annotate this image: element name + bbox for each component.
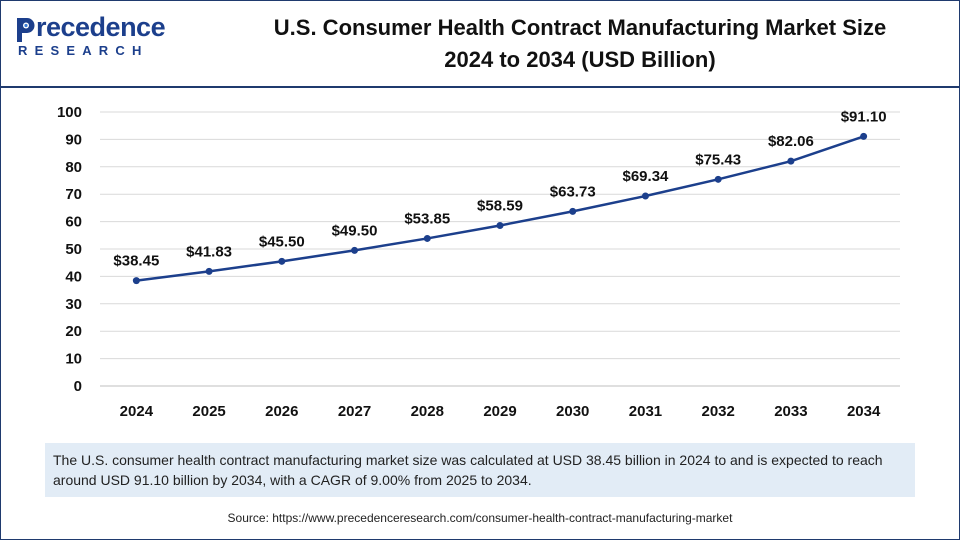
summary-note: The U.S. consumer health contract manufa…	[45, 443, 915, 497]
x-tick-label-2029: 2029	[483, 403, 516, 420]
data-label-2033: $82.06	[768, 133, 814, 150]
data-label-2032: $75.43	[695, 151, 741, 168]
title-line-1: U.S. Consumer Health Contract Manufactur…	[273, 15, 887, 40]
x-tick-label-2032: 2032	[701, 403, 734, 420]
y-tick-label-80: 80	[65, 159, 82, 176]
data-label-2034: $91.10	[841, 108, 887, 125]
data-label-2025: $41.83	[186, 243, 232, 260]
y-tick-label-40: 40	[65, 268, 82, 285]
y-tick-label-90: 90	[65, 131, 82, 148]
y-tick-label-30: 30	[65, 296, 82, 313]
y-tick-label-60: 60	[65, 214, 82, 231]
y-tick-label-100: 100	[57, 104, 82, 121]
data-point-2034	[860, 132, 868, 140]
y-tick-label-50: 50	[65, 241, 82, 258]
y-tick-label-10: 10	[65, 351, 82, 368]
data-label-2024: $38.45	[113, 253, 159, 270]
data-points	[132, 132, 868, 285]
chart-title: U.S. Consumer Health Contract Manufactur…	[200, 12, 960, 76]
x-axis-ticks: 2024 2025 2026 2027 2028 2029 2030 2031 2032 2033…	[120, 403, 881, 420]
x-tick-label-2027: 2027	[338, 403, 371, 420]
data-labels: $38.45 $41.83 $45.50 $49.50 $53.85 $58.59 $63.…	[113, 108, 886, 269]
data-point-2024	[132, 277, 140, 285]
data-point-2031	[641, 192, 649, 200]
data-label-2027: $49.50	[332, 222, 378, 239]
x-tick-label-2024: 2024	[120, 403, 154, 420]
data-label-2029: $58.59	[477, 197, 523, 214]
data-label-2028: $53.85	[404, 210, 450, 227]
header-divider	[0, 86, 960, 88]
title-line-2: 2024 to 2034 (USD Billion)	[444, 47, 716, 72]
data-point-2032	[714, 175, 722, 183]
x-tick-label-2026: 2026	[265, 403, 298, 420]
brand-name: recedence	[36, 12, 166, 42]
data-point-2027	[351, 246, 359, 254]
data-label-2030: $63.73	[550, 183, 596, 200]
brand-logo: recedence RESEARCH	[16, 12, 166, 68]
logo-p-icon	[17, 18, 35, 42]
x-tick-label-2028: 2028	[411, 403, 444, 420]
data-label-2026: $45.50	[259, 233, 305, 250]
header: recedence RESEARCH U.S. Consumer Health …	[0, 0, 960, 86]
data-point-2025	[205, 267, 213, 275]
x-tick-label-2034: 2034	[847, 403, 881, 420]
brand-sub: RESEARCH	[18, 43, 149, 58]
x-tick-label-2025: 2025	[192, 403, 225, 420]
y-axis-ticks: 0 10 20 30 40 50 60 70 80 90 100	[57, 104, 82, 395]
data-point-2028	[423, 234, 431, 242]
y-tick-label-0: 0	[74, 378, 82, 395]
data-point-2030	[569, 207, 577, 215]
y-tick-label-70: 70	[65, 186, 82, 203]
x-tick-label-2030: 2030	[556, 403, 589, 420]
data-label-2031: $69.34	[623, 168, 670, 185]
data-point-2029	[496, 221, 504, 229]
data-point-2033	[787, 157, 795, 165]
x-tick-label-2031: 2031	[629, 403, 662, 420]
source-text: Source: https://www.precedenceresearch.c…	[227, 511, 733, 525]
x-tick-label-2033: 2033	[774, 403, 807, 420]
y-tick-label-20: 20	[65, 323, 82, 340]
data-point-2026	[278, 257, 286, 265]
